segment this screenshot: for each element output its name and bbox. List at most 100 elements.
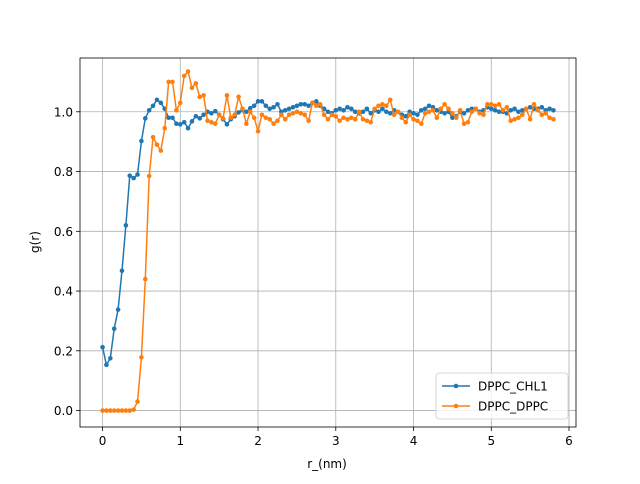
data-point <box>380 102 385 107</box>
data-point <box>115 408 121 413</box>
data-point <box>119 268 125 274</box>
data-point <box>527 105 533 110</box>
data-point <box>197 116 203 121</box>
data-point <box>337 106 342 112</box>
data-point <box>279 112 284 118</box>
data-point <box>166 115 171 121</box>
data-point <box>403 119 409 125</box>
data-point <box>341 115 346 121</box>
data-point <box>442 110 447 116</box>
data-point <box>333 113 339 119</box>
data-point <box>154 97 160 103</box>
data-point <box>516 115 521 121</box>
data-point <box>131 407 136 412</box>
data-point <box>220 116 226 121</box>
data-point <box>496 102 502 107</box>
data-point <box>337 118 342 124</box>
data-point <box>244 121 249 127</box>
data-point <box>108 408 113 413</box>
data-point <box>426 103 432 109</box>
data-point <box>209 110 214 116</box>
grid-lines <box>80 58 576 427</box>
data-point <box>384 109 389 115</box>
data-point <box>469 109 475 115</box>
data-point <box>158 100 164 106</box>
data-point <box>395 109 401 115</box>
data-point <box>104 362 109 368</box>
data-point <box>127 408 133 413</box>
data-point <box>477 110 482 116</box>
data-point <box>177 100 183 106</box>
x-axis-ticks: 0 1 2 3 4 5 6 <box>99 427 573 448</box>
data-point <box>189 85 195 91</box>
data-point <box>170 115 175 121</box>
data-point <box>143 276 148 282</box>
data-point <box>286 112 292 118</box>
data-point <box>146 107 152 113</box>
data-point <box>267 116 272 122</box>
data-point <box>539 105 545 110</box>
data-point <box>364 118 370 124</box>
legend-box <box>435 372 569 420</box>
data-point <box>384 103 389 109</box>
x-tick-label: 2 <box>254 434 262 448</box>
data-point <box>181 119 187 125</box>
data-point <box>275 102 280 107</box>
data-point <box>111 408 117 413</box>
data-point <box>310 100 315 106</box>
data-point <box>547 115 552 121</box>
data-point <box>111 326 117 332</box>
data-point <box>255 99 261 104</box>
data-point <box>349 106 354 112</box>
data-point <box>174 121 179 127</box>
data-point <box>520 112 525 118</box>
data-point <box>189 119 195 124</box>
data-point <box>333 107 339 113</box>
data-point <box>492 103 498 109</box>
data-point <box>251 115 257 121</box>
axes-frame <box>79 57 577 428</box>
data-point <box>418 107 424 113</box>
data-point <box>212 108 218 114</box>
data-point <box>523 106 529 112</box>
series-layer <box>100 69 556 413</box>
y-tick-label: 0.2 <box>54 344 73 358</box>
data-point <box>520 107 525 113</box>
data-point <box>352 109 358 115</box>
data-point <box>461 110 467 116</box>
data-point <box>282 116 288 122</box>
data-point <box>496 109 502 115</box>
data-point <box>193 81 199 86</box>
data-point <box>345 105 350 110</box>
data-point <box>166 79 171 85</box>
data-point <box>360 116 366 122</box>
data-point <box>236 94 241 100</box>
data-point <box>104 408 109 413</box>
y-axis-label: g(r) <box>28 231 42 253</box>
data-point <box>185 125 191 131</box>
data-point <box>516 109 521 115</box>
data-point <box>302 112 307 118</box>
data-point <box>174 107 179 113</box>
data-point <box>325 109 331 115</box>
data-point <box>535 107 541 113</box>
data-point <box>512 106 517 112</box>
data-point <box>224 93 230 98</box>
data-point <box>481 112 486 118</box>
data-point <box>306 103 311 109</box>
data-point <box>411 116 416 122</box>
data-point <box>450 115 455 121</box>
data-point <box>434 107 440 113</box>
legend: DPPC_CHL1 DPPC_DPPC <box>435 372 569 420</box>
data-point <box>376 103 381 109</box>
data-point <box>201 112 206 118</box>
data-point <box>263 103 269 109</box>
data-point <box>504 105 510 110</box>
data-point <box>205 118 210 124</box>
data-point <box>349 115 354 121</box>
y-tick-label: 0.6 <box>54 225 73 239</box>
x-axis-label: r_(nm) <box>307 457 347 471</box>
data-point <box>473 106 479 112</box>
x-tick-label: 1 <box>176 434 184 448</box>
legend-label: DPPC_CHL1 <box>478 380 548 394</box>
